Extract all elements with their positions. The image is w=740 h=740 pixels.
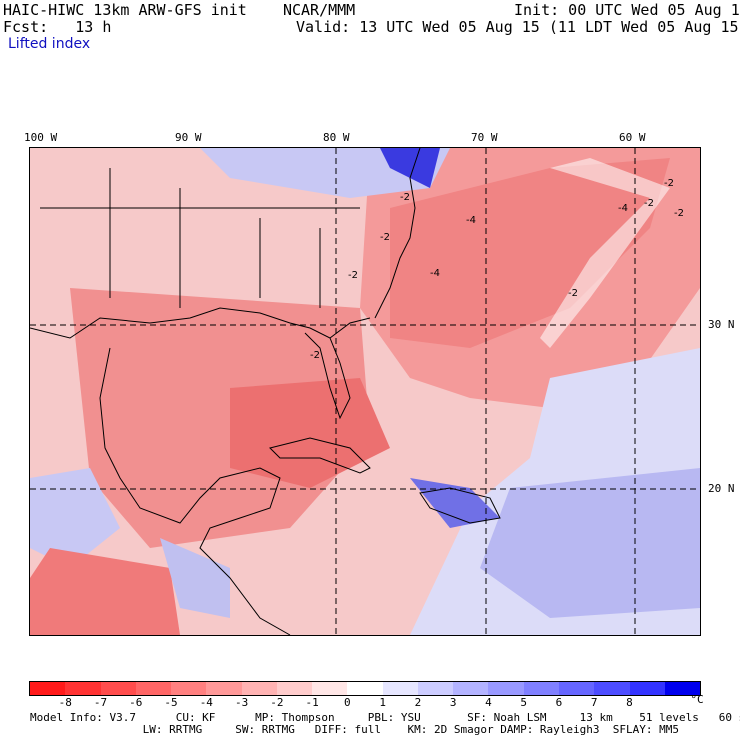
contour-label: -4: [430, 268, 440, 279]
model-info-line1: Model Info: V3.7 CU: KF MP: Thompson PBL…: [30, 711, 740, 724]
forecast-hour: Fcst: 13 h: [3, 18, 112, 36]
colorbar-tick-label: 3: [449, 696, 457, 709]
lat-label-20n: 20 N: [708, 482, 735, 495]
contour-label: -4: [466, 215, 476, 226]
lon-label-100w: 100 W: [24, 131, 58, 144]
contour-label: -2: [348, 270, 358, 281]
colorbar-tick-label: -2: [270, 696, 284, 709]
colorbar-tick-label: 4: [485, 696, 492, 709]
colorbar-swatch: [558, 682, 595, 695]
model-info-line2: LW: RRTMG SW: RRTMG DIFF: full KM: 2D Sm…: [30, 723, 680, 736]
colorbar-swatch: [206, 682, 242, 695]
colorbar-tick-label: -3: [234, 696, 249, 709]
colorbar: [29, 681, 701, 696]
colorbar-tick-label: 7: [590, 696, 598, 709]
contour-label: -2: [380, 232, 390, 243]
contour-label: -2: [674, 208, 684, 219]
colorbar-unit: °C: [690, 693, 704, 706]
colorbar-swatch: [488, 682, 524, 695]
colorbar-tick-label: 6: [555, 696, 563, 709]
lon-label-80w: 80 W: [323, 131, 350, 144]
colorbar-swatch: [664, 682, 701, 695]
colorbar-swatch: [594, 682, 630, 695]
colorbar-tick-label: 0: [344, 696, 351, 709]
model-title: HAIC-HIWC 13km ARW-GFS init NCAR/MMM: [3, 1, 356, 19]
lon-label-90w: 90 W: [175, 131, 202, 144]
colorbar-swatch: [382, 682, 418, 695]
colorbar-tick-label: -5: [164, 696, 178, 709]
colorbar-tick-label: 1: [379, 696, 386, 709]
lon-label-60w: 60 W: [619, 131, 646, 144]
colorbar-swatch: [65, 682, 101, 695]
contour-label: -2: [664, 178, 674, 189]
colorbar-swatch: [453, 682, 489, 695]
colorbar-swatch: [347, 682, 383, 695]
colorbar-tick-label: -8: [58, 696, 72, 709]
contour-label: -4: [618, 203, 628, 214]
colorbar-swatch: [100, 682, 136, 695]
colorbar-swatch: [276, 682, 313, 695]
colorbar-tick-label: 2: [414, 696, 422, 709]
contour-label: -2: [310, 350, 320, 361]
lifted-index-map: -2 -2 -2 -2 -4 -4 -2 -2 -2 -4 -2: [29, 147, 701, 636]
field-name: Lifted index: [8, 36, 91, 52]
colorbar-swatch: [30, 682, 66, 695]
colorbar-swatch: [312, 682, 348, 695]
colorbar-swatch: [629, 682, 665, 695]
colorbar-swatch: [135, 682, 172, 695]
colorbar-swatch: [241, 682, 277, 695]
colorbar-swatch: [171, 682, 207, 695]
colorbar-swatch: [523, 682, 559, 695]
colorbar-tick-label: -6: [129, 696, 143, 709]
lat-label-30n: 30 N: [708, 318, 735, 331]
lon-label-70w: 70 W: [471, 131, 498, 144]
contour-label: -2: [644, 198, 654, 209]
colorbar-tick-label: 8: [626, 696, 633, 709]
colorbar-tick-label: 5: [520, 696, 527, 709]
colorbar-tick-label: -1: [305, 696, 319, 709]
contour-label: -2: [400, 192, 410, 203]
init-time: Init: 00 UTC Wed 05 Aug 15: [514, 1, 740, 19]
contour-label: -2: [568, 288, 578, 299]
colorbar-swatch: [417, 682, 454, 695]
colorbar-tick-label: -7: [93, 696, 108, 709]
colorbar-tick-label: -4: [199, 696, 213, 709]
valid-time: Valid: 13 UTC Wed 05 Aug 15 (11 LDT Wed …: [296, 18, 740, 36]
